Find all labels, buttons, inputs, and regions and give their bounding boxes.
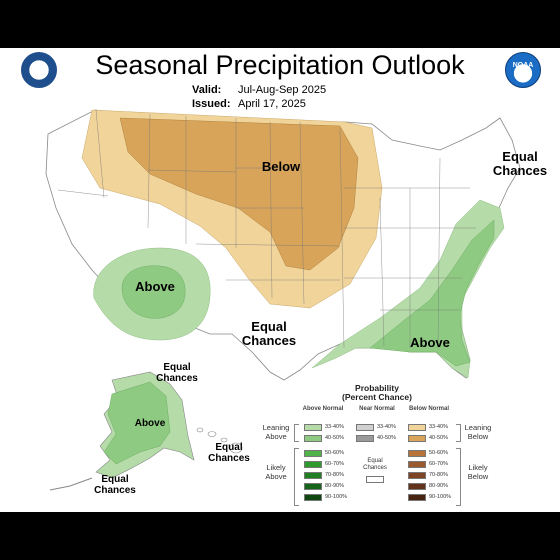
legend-swatch-label-above-5: 80-90% [325,483,344,489]
precip-map [45,109,521,491]
alaska-sw-equal-chances-label: Equal Chances [84,474,146,496]
doc-seal-icon [21,52,57,88]
equal-chances-central-line2: Chances [241,333,297,349]
legend-swatch-label-above-1: 40-50% [325,435,344,441]
legend-swatch-label-near-0: 33-40% [377,424,396,430]
probability-legend: Probability (Percent Chance) Above Norma… [256,383,498,512]
above-se-label: Above [410,335,450,350]
issued-label: Issued: [192,98,231,110]
legend-col-near: Near Normal [359,406,395,412]
alaska-likely-region [103,381,171,465]
equal-chances-ne-line1: Equal [502,149,538,164]
valid-value: Jul-Aug-Sep 2025 [238,84,327,96]
above-sw-likely-region [121,265,186,319]
equal-chances-central-line1: Equal [251,319,287,334]
legend-swatch-below-6 [408,494,426,501]
legend-swatch-label-below-6: 90-100% [429,494,452,500]
alaska-sw-equal-line1: Equal [101,474,129,485]
legend-leaning-below: Leaning Below [464,423,492,441]
alaska-equal-line1: Equal [163,362,191,373]
legend-swatch-above-1 [304,435,322,442]
alaska-equal-chances-label: Equal Chances [146,362,208,384]
legend-bracket-leaning-left [294,424,299,442]
state-borders [57,109,476,349]
hawaii-equal-chances-label: Equal Chances [198,442,260,464]
legend-swatch-below-2 [408,450,426,457]
hawaii-equal-line1: Equal [215,442,243,453]
legend-swatch-above-4 [304,472,322,479]
legend-col-below: Below Normal [408,406,449,412]
issued-value: April 17, 2025 [238,98,306,110]
valid-line: Valid: Jul-Aug-Sep 2025 [192,84,326,96]
legend-swatch-below-0 [408,424,426,431]
below-likely-region [119,117,359,271]
legend-swatch-label-above-0: 33-40% [325,424,344,430]
legend-title-line1: Probability [355,383,399,393]
equal-chances-ne-label: Equal Chances [484,149,556,179]
legend-bracket-leaning-right [456,424,461,442]
hawaii-equal-line2: Chances [208,453,250,464]
legend-swatch-above-6 [304,494,322,501]
legend-swatch-below-1 [408,435,426,442]
hawaii-islands [196,427,243,454]
legend-swatch-near-1 [356,435,374,442]
legend-bracket-likely-left [294,448,299,506]
equal-chances-ne-line2: Chances [492,163,548,179]
legend-swatch-label-below-3: 60-70% [429,461,448,467]
legend-swatch-above-2 [304,450,322,457]
above-se-likely-region [369,219,495,367]
alaska-above-label: Above [134,418,166,429]
above-sw-label: Above [135,279,175,294]
legend-swatch-label-near-1: 40-50% [377,435,396,441]
legend-swatch-near-0 [356,424,374,431]
legend-likely-above: Likely Above [265,463,287,481]
alaska-equal-line2: Chances [156,373,198,384]
legend-swatch-above-3 [304,461,322,468]
legend-likely-below: Likely Below [467,463,489,481]
legend-col-above: Above Normal [302,406,344,412]
legend-swatch-label-above-2: 50-60% [325,450,344,456]
legend-swatch-above-0 [304,424,322,431]
legend-swatch-label-below-0: 33-40% [429,424,448,430]
outlook-panel: Seasonal Precipitation Outlook NOAA Vali… [0,48,560,512]
noaa-logo-icon: NOAA [505,52,541,88]
legend-swatch-label-above-6: 90-100% [325,494,348,500]
legend-swatch-label-below-4: 70-80% [429,472,448,478]
legend-bracket-likely-right [456,448,461,506]
legend-swatch-label-above-4: 70-80% [325,472,344,478]
legend-swatch-below-4 [408,472,426,479]
legend-swatch-label-below-1: 40-50% [429,435,448,441]
issued-line: Issued: April 17, 2025 [192,98,306,110]
aleutian-islands [49,477,93,491]
legend-title: Probability (Percent Chance) [256,383,498,403]
equal-chances-central-label: Equal Chances [230,319,308,349]
legend-title-line2: (Percent Chance) [342,392,412,403]
legend-equal-chances: Equal Chances [363,458,387,471]
legend-swatch-label-above-3: 60-70% [325,461,344,467]
legend-swatch-label-below-2: 50-60% [429,450,448,456]
legend-swatch-below-3 [408,461,426,468]
legend-swatch-above-5 [304,483,322,490]
legend-equal-chances-swatch [366,476,384,483]
legend-swatch-label-below-5: 80-90% [429,483,448,489]
legend-leaning-above: Leaning Above [262,423,290,441]
page-title: Seasonal Precipitation Outlook [95,50,465,80]
legend-swatch-below-5 [408,483,426,490]
below-label: Below [261,159,301,174]
alaska-sw-equal-line2: Chances [94,485,136,496]
noaa-logo-text: NOAA [512,62,534,69]
valid-label: Valid: [192,84,222,96]
